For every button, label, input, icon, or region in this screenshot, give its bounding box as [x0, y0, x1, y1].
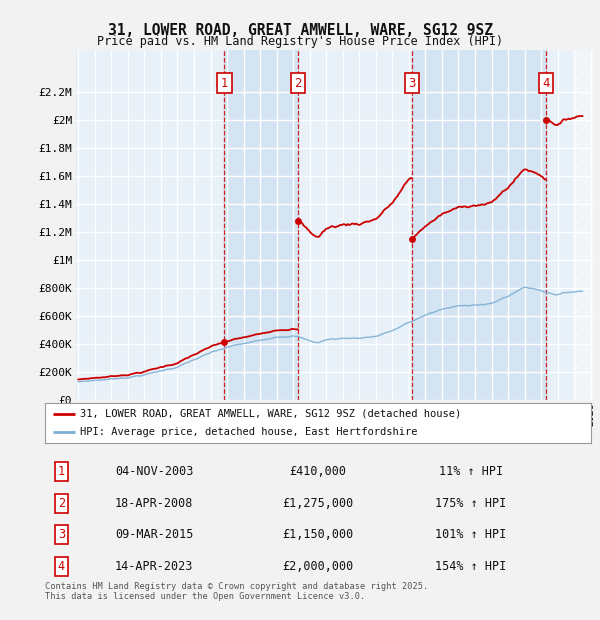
- Bar: [574, 50, 600, 400]
- Text: 11% ↑ HPI: 11% ↑ HPI: [439, 464, 503, 477]
- Text: 3: 3: [58, 528, 65, 541]
- Text: 31, LOWER ROAD, GREAT AMWELL, WARE, SG12 9SZ: 31, LOWER ROAD, GREAT AMWELL, WARE, SG12…: [107, 23, 493, 38]
- Text: £1,275,000: £1,275,000: [283, 497, 353, 510]
- Bar: [224, 50, 298, 400]
- Text: 4: 4: [542, 77, 550, 90]
- Text: 2: 2: [295, 77, 302, 90]
- Text: 154% ↑ HPI: 154% ↑ HPI: [435, 560, 506, 573]
- Text: 09-MAR-2015: 09-MAR-2015: [115, 528, 193, 541]
- Text: 4: 4: [58, 560, 65, 573]
- Text: 14-APR-2023: 14-APR-2023: [115, 560, 193, 573]
- Bar: [412, 50, 546, 400]
- Text: 101% ↑ HPI: 101% ↑ HPI: [435, 528, 506, 541]
- Text: HPI: Average price, detached house, East Hertfordshire: HPI: Average price, detached house, East…: [80, 427, 418, 438]
- Text: 18-APR-2008: 18-APR-2008: [115, 497, 193, 510]
- Text: 3: 3: [408, 77, 416, 90]
- Text: Price paid vs. HM Land Registry's House Price Index (HPI): Price paid vs. HM Land Registry's House …: [97, 35, 503, 48]
- Text: 04-NOV-2003: 04-NOV-2003: [115, 464, 193, 477]
- Text: 1: 1: [221, 77, 228, 90]
- Text: 2: 2: [58, 497, 65, 510]
- Text: 1: 1: [58, 464, 65, 477]
- Text: 175% ↑ HPI: 175% ↑ HPI: [435, 497, 506, 510]
- Text: £410,000: £410,000: [290, 464, 347, 477]
- Text: Contains HM Land Registry data © Crown copyright and database right 2025.
This d: Contains HM Land Registry data © Crown c…: [45, 582, 428, 601]
- Text: £2,000,000: £2,000,000: [283, 560, 353, 573]
- Text: 31, LOWER ROAD, GREAT AMWELL, WARE, SG12 9SZ (detached house): 31, LOWER ROAD, GREAT AMWELL, WARE, SG12…: [80, 409, 462, 419]
- Text: £1,150,000: £1,150,000: [283, 528, 353, 541]
